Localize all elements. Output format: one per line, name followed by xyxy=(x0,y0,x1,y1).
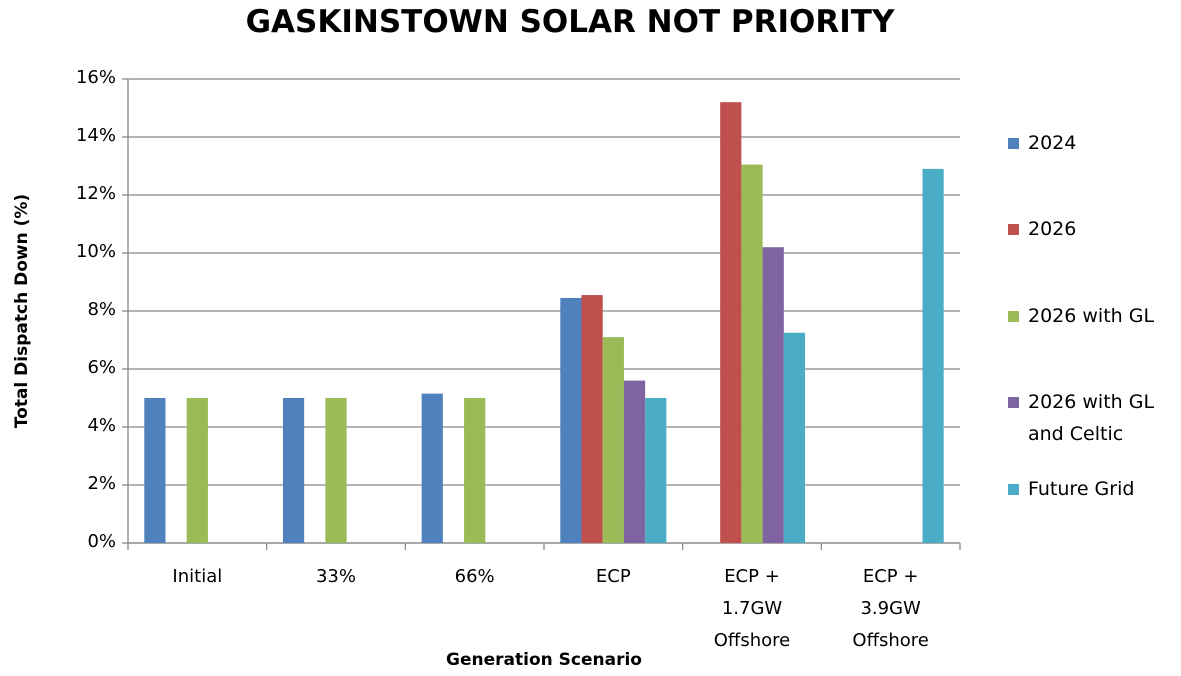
bar xyxy=(741,164,763,544)
y-tick-label: 6% xyxy=(87,357,116,378)
y-tick-label: 4% xyxy=(87,415,116,436)
bar xyxy=(645,398,667,543)
x-tick-label: 33% xyxy=(315,566,356,587)
y-tick-label: 12% xyxy=(75,183,116,204)
y-tick-label: 8% xyxy=(87,299,116,320)
legend-swatch xyxy=(1008,138,1019,149)
y-axis-title: Total Dispatch Down (%) xyxy=(12,193,32,429)
y-tick-label: 0% xyxy=(87,531,116,552)
bar xyxy=(762,247,784,543)
y-tick-label: 2% xyxy=(87,473,116,494)
chart-title: GASKINSTOWN SOLAR NOT PRIORITY xyxy=(245,4,895,40)
y-tick-label: 16% xyxy=(75,67,116,88)
bar xyxy=(581,295,603,543)
bar xyxy=(144,398,166,543)
bar xyxy=(623,380,646,543)
bar xyxy=(560,297,582,543)
x-tick-label: ECP + 1.7GW Offshore xyxy=(713,566,791,651)
bar xyxy=(720,102,742,543)
bar xyxy=(783,332,806,543)
y-tick-label: 10% xyxy=(75,241,116,262)
y-tick-label: 14% xyxy=(75,125,116,146)
x-tick-label: ECP xyxy=(595,566,631,587)
legend-swatch xyxy=(1008,397,1019,408)
bar xyxy=(922,168,944,543)
x-tick-label: ECP + 3.9GW Offshore xyxy=(852,566,929,651)
bar xyxy=(186,398,208,543)
legend-label: 2024 xyxy=(1028,132,1077,154)
bar xyxy=(421,393,443,543)
bar xyxy=(464,398,486,543)
x-tick-label: Initial xyxy=(172,566,223,587)
legend-label: Future Grid xyxy=(1028,478,1135,500)
bar xyxy=(602,337,624,543)
legend-label: 2026 with GL and Celtic xyxy=(1028,391,1155,445)
bar xyxy=(282,398,305,543)
legend-swatch xyxy=(1008,484,1019,495)
bar xyxy=(325,398,347,543)
x-tick-label: 66% xyxy=(454,566,495,587)
legend-label: 2026 with GL xyxy=(1028,305,1155,327)
x-axis-title: Generation Scenario xyxy=(446,650,642,670)
legend-label: 2026 xyxy=(1028,218,1077,240)
legend-swatch xyxy=(1008,311,1019,322)
legend-swatch xyxy=(1008,224,1019,235)
